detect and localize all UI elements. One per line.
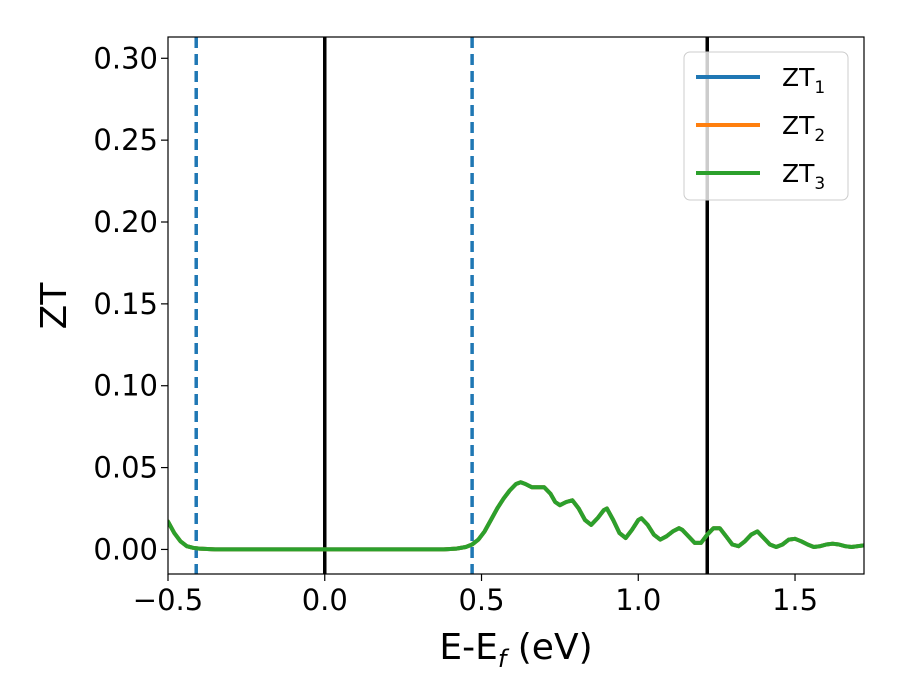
y-tick-label: 0.20 [93, 205, 158, 239]
x-tick-label: 0.0 [302, 583, 348, 617]
x-tick-label: 1.0 [615, 583, 661, 617]
series-group [168, 480, 864, 552]
legend-label-2: ZT2 [782, 111, 825, 146]
series-line-3 [168, 480, 864, 552]
x-axis-title: E-Ef (eV) [439, 627, 592, 673]
x-axis: −0.5 0.0 0.5 1.0 1.5 [133, 574, 818, 617]
reference-lines [194, 37, 709, 574]
series-line-2 [168, 480, 864, 552]
legend-box [683, 51, 849, 201]
x-tick-label: 1.5 [772, 583, 818, 617]
y-tick-label: 0.00 [93, 532, 158, 566]
series-line-1 [168, 480, 864, 552]
legend-label-3: ZT3 [782, 159, 825, 194]
plot-frame [167, 36, 865, 575]
y-tick-label: 0.25 [93, 123, 158, 157]
legend-label-1: ZT1 [782, 63, 825, 98]
y-axis: 0.00 0.05 0.10 0.15 0.20 0.25 0.30 [93, 41, 168, 566]
y-tick-label: 0.10 [93, 369, 158, 403]
y-tick-label: 0.30 [93, 41, 158, 75]
y-axis-title: ZT [34, 282, 75, 330]
y-tick-label: 0.15 [93, 287, 158, 321]
x-tick-label: 0.5 [458, 583, 504, 617]
legend: ZT1 ZT2 ZT3 [683, 51, 849, 201]
x-tick-label: −0.5 [133, 583, 203, 617]
y-tick-label: 0.05 [93, 451, 158, 485]
